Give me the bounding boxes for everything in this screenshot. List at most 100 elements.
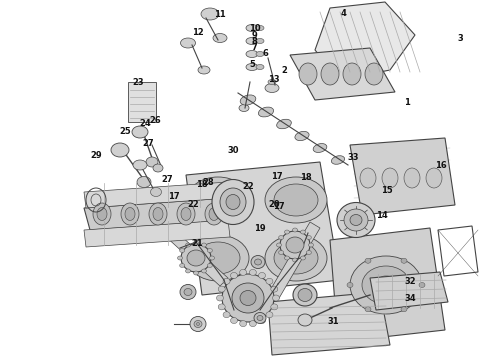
Ellipse shape [196,242,240,274]
Ellipse shape [277,119,292,129]
Text: 18: 18 [196,180,208,189]
Ellipse shape [153,164,163,172]
Ellipse shape [223,312,230,318]
Ellipse shape [375,276,397,294]
Text: 24: 24 [139,119,151,128]
Text: 23: 23 [132,77,144,86]
Ellipse shape [210,256,215,260]
Ellipse shape [232,283,264,313]
Polygon shape [315,2,415,80]
Ellipse shape [187,177,249,223]
Ellipse shape [149,203,167,225]
Ellipse shape [285,230,290,234]
Text: 6: 6 [263,49,269,58]
Text: 21: 21 [192,239,203,248]
Ellipse shape [306,251,311,255]
Ellipse shape [298,314,312,326]
Text: 27: 27 [142,139,154,148]
Text: 22: 22 [242,182,254,191]
Ellipse shape [265,84,279,93]
Ellipse shape [285,256,290,260]
Text: 1: 1 [404,98,410,107]
Ellipse shape [259,273,266,279]
Ellipse shape [181,244,211,272]
Ellipse shape [419,283,425,288]
Ellipse shape [223,278,230,284]
Polygon shape [164,228,228,286]
Ellipse shape [274,242,318,274]
Ellipse shape [194,320,202,328]
Ellipse shape [306,235,311,239]
Ellipse shape [125,207,135,220]
Text: 34: 34 [405,294,416,303]
Text: 26: 26 [149,116,161,125]
Text: 30: 30 [227,146,239,155]
Ellipse shape [218,304,225,310]
Ellipse shape [293,284,317,306]
Text: 15: 15 [381,186,393,195]
Ellipse shape [293,228,297,232]
Ellipse shape [313,144,327,152]
Ellipse shape [293,258,297,262]
Ellipse shape [194,241,198,245]
Polygon shape [370,272,448,310]
Ellipse shape [177,256,182,260]
Ellipse shape [180,284,196,300]
Ellipse shape [196,184,240,216]
Ellipse shape [240,291,256,306]
Ellipse shape [298,288,312,302]
Text: 13: 13 [268,75,279,84]
Ellipse shape [280,231,310,259]
Polygon shape [290,48,395,100]
Ellipse shape [343,63,361,85]
Ellipse shape [194,271,198,275]
Text: 4: 4 [340,9,346,18]
Ellipse shape [382,168,398,188]
Ellipse shape [132,126,148,138]
Ellipse shape [217,295,223,301]
Ellipse shape [186,269,191,273]
Ellipse shape [256,64,264,69]
Text: 25: 25 [119,127,131,136]
Ellipse shape [212,180,254,225]
Ellipse shape [187,250,205,266]
Ellipse shape [240,269,246,275]
Text: 17: 17 [271,172,283,181]
Text: 8: 8 [252,37,258,46]
Text: 17: 17 [168,192,180,201]
Ellipse shape [180,38,196,48]
Ellipse shape [299,63,317,85]
Ellipse shape [222,274,274,322]
Text: 11: 11 [214,10,225,19]
Ellipse shape [184,288,192,296]
Ellipse shape [360,168,376,188]
Text: 12: 12 [192,28,204,37]
Text: 3: 3 [458,34,464,43]
Ellipse shape [150,188,162,197]
Ellipse shape [426,168,442,188]
Text: 17: 17 [273,202,285,211]
Ellipse shape [365,63,383,85]
Ellipse shape [180,264,185,267]
Ellipse shape [239,104,249,112]
Ellipse shape [401,258,407,263]
Ellipse shape [209,207,219,220]
Text: 28: 28 [202,178,214,187]
Ellipse shape [365,258,371,263]
Ellipse shape [226,194,240,210]
Ellipse shape [331,156,344,164]
Ellipse shape [213,33,227,42]
Ellipse shape [205,203,223,225]
Ellipse shape [271,286,278,292]
Text: 31: 31 [327,317,339,325]
Text: 9: 9 [252,31,258,40]
Ellipse shape [279,235,284,239]
Ellipse shape [265,235,327,281]
Ellipse shape [254,259,262,265]
Ellipse shape [201,8,219,20]
Text: 27: 27 [162,175,173,184]
Ellipse shape [286,237,304,253]
Ellipse shape [300,256,305,260]
Ellipse shape [295,131,309,141]
Ellipse shape [249,321,256,327]
